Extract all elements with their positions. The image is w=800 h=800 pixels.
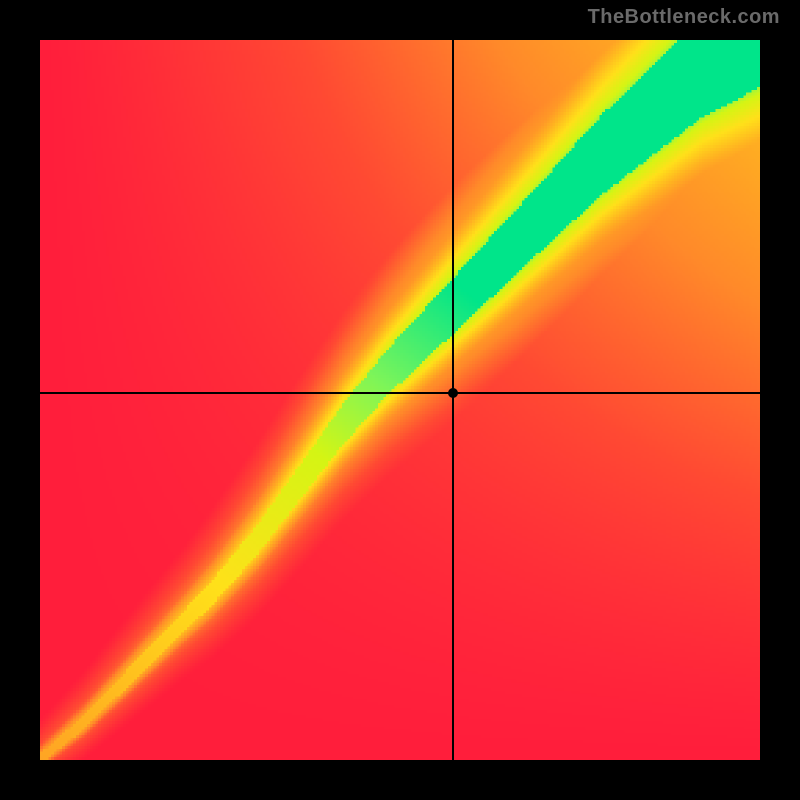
chart-frame: TheBottleneck.com <box>0 0 800 800</box>
crosshair-vertical <box>452 40 454 760</box>
crosshair-dot <box>448 388 458 398</box>
crosshair-horizontal <box>40 392 760 394</box>
watermark-text: TheBottleneck.com <box>588 6 780 29</box>
heatmap-canvas <box>40 40 760 760</box>
